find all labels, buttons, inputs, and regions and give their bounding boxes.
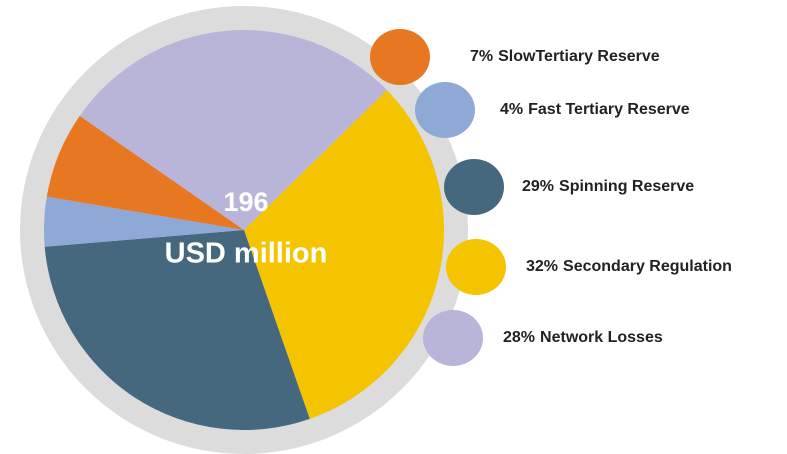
pie-slice bbox=[79, 29, 387, 230]
center-label: USD million bbox=[165, 238, 328, 270]
legend-value: 4% bbox=[500, 101, 523, 118]
pie-slice bbox=[44, 230, 310, 430]
slices bbox=[44, 29, 445, 430]
legend-label: 29% Spinning Reserve bbox=[522, 178, 694, 195]
legend-name: Fast Tertiary Reserve bbox=[528, 101, 690, 118]
legend-label: 7% SlowTertiary Reserve bbox=[470, 48, 660, 65]
legend-value: 29% bbox=[522, 178, 554, 195]
legend-name: Secondary Regulation bbox=[563, 258, 732, 275]
legend-swatch bbox=[415, 82, 475, 138]
legend-name: Network Losses bbox=[540, 329, 663, 346]
legend-label: 4% Fast Tertiary Reserve bbox=[500, 101, 690, 118]
pie-slice bbox=[44, 196, 244, 247]
legend-swatch bbox=[423, 310, 483, 366]
legend-swatch bbox=[444, 159, 504, 215]
legend-value: 7% bbox=[470, 48, 493, 65]
legend-label: 32% Secondary Regulation bbox=[526, 258, 732, 275]
legend: 32% Secondary Regulation 29% Spinning Reser… bbox=[370, 29, 732, 366]
legend-value: 32% bbox=[526, 258, 558, 275]
legend-swatch bbox=[446, 239, 506, 295]
legend-label: 28% Network Losses bbox=[503, 329, 663, 346]
legend-value: 28% bbox=[503, 329, 535, 346]
pie-slice bbox=[244, 90, 445, 419]
legend-name: SlowTertiary Reserve bbox=[498, 48, 660, 65]
legend-swatch bbox=[370, 29, 430, 85]
legend-name: Spinning Reserve bbox=[559, 178, 694, 195]
pie-slice bbox=[46, 115, 244, 230]
center-value: 196 bbox=[223, 187, 268, 217]
